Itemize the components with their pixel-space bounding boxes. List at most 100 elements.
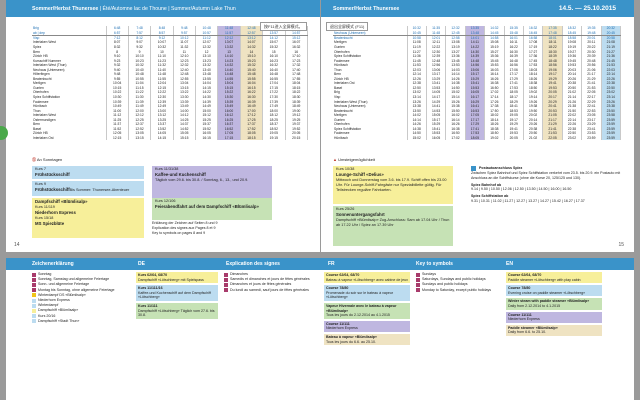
time-cell: 11 — [173, 49, 197, 54]
legend-box: Course 11/111 Niederhorn Express — [324, 320, 410, 332]
time-cell: 11:52 — [106, 126, 129, 132]
legend-item: Monday to Saturday, except public holida… — [416, 288, 502, 293]
time-cell: 17:53 — [504, 85, 524, 91]
time-cell: 13:02 — [407, 90, 427, 95]
time-cell: 14:45 — [484, 30, 505, 36]
timetable-page-right: Sommer/Herbst Thunersee 14.5. — 25.10.20… — [321, 0, 634, 252]
stop-name: Interlaken West (Thun) — [333, 99, 408, 105]
time-cell: 14:38 — [445, 81, 466, 86]
side-panel-handle[interactable] — [0, 126, 8, 140]
time-cell: 11:08 — [407, 40, 427, 45]
time-cell: 12:57 — [240, 30, 264, 36]
legend-text: Sonntag, Samstag und allgemeine Feiertag… — [38, 277, 110, 282]
legend-swatch-icon — [416, 277, 420, 282]
time-cell: 15:08 — [484, 40, 505, 45]
time-cell: 13:32 — [217, 44, 241, 50]
time-cell: 14:30 — [465, 49, 486, 54]
table-row: Hilterfingen 9:48 10:48 11:48 12:48 13:48 14:4… — [32, 72, 308, 77]
time-cell: 16:00 — [217, 108, 241, 114]
time-cell: 15:15 — [173, 135, 197, 141]
time-cell: 19:19 — [562, 44, 583, 50]
time-cell: 9:57 — [173, 30, 197, 36]
time-cell: 17:19 — [523, 44, 544, 50]
stop-name: Interlaken West — [32, 113, 107, 118]
table-row: Thun 12:03 13:06 14:03 15:06 16:03 17:06 18:03 1… — [333, 67, 622, 73]
time-cell: 18:56 — [542, 63, 563, 68]
legend-item: Du lundi au samedi, sauf jours de fêtes … — [224, 288, 314, 293]
legend-swatch-icon — [224, 277, 228, 282]
time-cell: 14:56 — [465, 63, 486, 68]
time-cell: 18:53 — [504, 108, 524, 114]
time-cell: 12:11 — [426, 40, 447, 45]
time-cell: 16:39 — [504, 54, 524, 59]
time-cell: 13:26 — [407, 99, 427, 105]
legend-box: Kurs 11/111/16 Kaffee-und Kuchenschiff au… — [136, 285, 218, 301]
stop-name: Faulensee — [32, 99, 107, 105]
time-cell: 12:37 — [128, 122, 152, 127]
table-row: ab | dep 6:57 7:57 8:57 9:57 10:57 11:57 12:57 1… — [32, 30, 308, 36]
time-cell: 12:48 — [426, 58, 447, 64]
time-cell: 12:38 — [407, 81, 427, 86]
time-cell: 18:03 — [523, 67, 544, 73]
time-cell: 13:17 — [426, 72, 447, 77]
time-cell: 15:35 — [504, 26, 524, 31]
time-cell: 14:39 — [195, 99, 219, 105]
time-cell: 14:17 — [426, 94, 447, 100]
table-row: Beatenbucht 9:55 10:55 11:55 12:55 13:55 14:55… — [32, 76, 308, 82]
time-cell: 11:48 — [426, 30, 447, 36]
stop-name: Oberhofen — [333, 49, 408, 54]
time-cell: 20:39 — [581, 54, 602, 59]
table-row: Basel 12:50 13:53 14:50 15:53 16:50 17:53 18:50… — [333, 85, 622, 91]
time-cell: 17:26 — [484, 99, 505, 105]
legend-title-fr: Explication des signes — [226, 261, 280, 267]
time-cell: 10:30 — [106, 94, 129, 100]
time-cell: 13:40 — [195, 67, 219, 73]
time-cell: 12:52 — [128, 126, 152, 132]
time-cell: 15:48 — [240, 72, 264, 77]
time-cell: 13:15 — [173, 85, 197, 91]
exit-fullscreen-tooltip[interactable]: 退出全屏模式 (F11) — [326, 22, 369, 31]
time-cell: 20:22 — [581, 44, 602, 50]
time-cell: 23:14 — [601, 94, 622, 100]
stop-name: Bern — [32, 122, 107, 127]
table-row: Faulensee 11:45 12:48 13:45 14:48 15:45 16:48 1… — [333, 58, 622, 64]
time-cell: 10:10 — [128, 54, 152, 59]
page-title: Sommer/Herbst Thunersee | Été/Automne la… — [32, 6, 236, 12]
time-cell: 20:14 — [562, 72, 583, 77]
time-cell: 18:29 — [504, 99, 524, 105]
time-cell: 13:57 — [262, 30, 286, 36]
time-cell: 21:05 — [542, 113, 563, 118]
legend-box-text: Niederhorn Express — [326, 326, 358, 331]
time-cell: 13:27 — [445, 49, 466, 54]
time-cell: 12:15 — [150, 85, 174, 91]
time-cell: 12:03 — [407, 67, 427, 73]
time-cell: 18:41 — [504, 104, 524, 109]
time-cell: 16:40 — [262, 67, 286, 73]
time-cell: 14:58 — [484, 35, 505, 41]
time-cell: 21:06 — [581, 67, 602, 73]
time-cell: 9:32 — [106, 63, 129, 68]
time-cell: 12:12 — [217, 35, 241, 41]
stop-name: Spiez — [32, 44, 107, 50]
time-cell: 16:41 — [465, 104, 486, 109]
time-cell: 9 — [128, 49, 152, 54]
time-cell: 13:00 — [150, 108, 174, 114]
time-cell: 12:32 — [445, 26, 466, 31]
time-cell: 17:41 — [465, 126, 486, 132]
time-cell: 15:23 — [240, 58, 264, 64]
table-row: Interlaken Ost 12:15 13:15 14:15 15:15 16:15 1… — [32, 135, 308, 141]
legend-box: Course 62/64, 68/70 Bateau à vapeur «Löts… — [324, 272, 410, 284]
time-cell: 13:15 — [128, 135, 152, 141]
stop-name: Interlaken West — [32, 40, 107, 45]
time-cell: 15:12 — [285, 35, 308, 41]
time-cell: 15:05 — [426, 113, 447, 118]
time-cell: 9:48 — [106, 72, 129, 77]
time-cell: 20:05 — [285, 131, 308, 136]
time-cell: 18:12 — [262, 113, 286, 118]
legend-swatch-icon — [224, 283, 228, 287]
time-cell: 11:48 — [217, 26, 241, 31]
time-cell: 13:22 — [173, 90, 197, 95]
stop-name: Brig — [32, 26, 107, 31]
stop-name: Spiez Schiffstation — [32, 94, 107, 100]
time-cell: 7:12 — [106, 35, 129, 41]
